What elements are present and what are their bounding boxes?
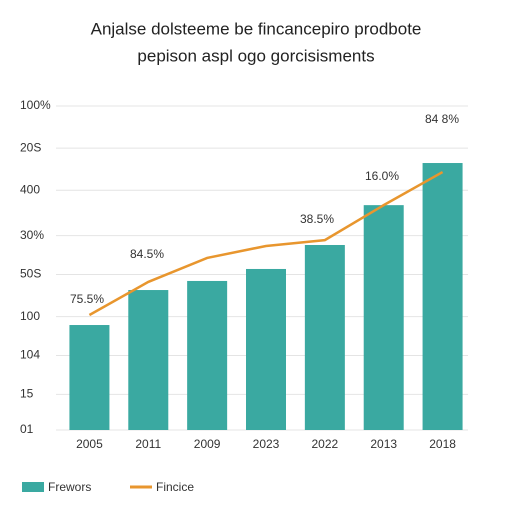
y-tick-label: 50S (20, 267, 41, 281)
y-tick-label: 20S (20, 140, 41, 154)
y-tick-label: 30% (20, 228, 44, 242)
annotation: 75.5% (70, 292, 104, 306)
bar (422, 163, 463, 431)
x-tick-label: 2013 (370, 437, 397, 451)
bar (304, 244, 345, 430)
y-tick-label: 100 (20, 309, 40, 323)
annotation: 38.5% (300, 212, 334, 226)
y-tick-label: 01 (20, 422, 34, 436)
y-tick-label: 100% (20, 98, 51, 112)
bar (69, 325, 110, 430)
legend-label: Fincice (156, 480, 194, 494)
bar (246, 268, 286, 430)
y-tick-label: 104 (20, 348, 40, 362)
x-tick-label: 2018 (429, 437, 456, 451)
chart-subtitle: pepison aspl ogo gorcisisments (137, 46, 374, 65)
y-tick-label: 400 (20, 182, 40, 196)
annotation: 16.0% (365, 169, 399, 183)
x-tick-label: 2022 (312, 437, 339, 451)
bar (187, 280, 228, 430)
annotation: 84 8% (425, 112, 459, 126)
line (88, 171, 444, 317)
x-tick-label: 2009 (194, 437, 221, 451)
chart-title: Anjalse dolsteeme be fincancepiro prodbo… (91, 19, 422, 38)
x-tick-label: 2011 (135, 437, 161, 451)
x-tick-label: 2005 (76, 437, 103, 451)
bar (128, 290, 169, 430)
y-tick-label: 15 (20, 387, 34, 401)
annotation: 84.5% (130, 247, 164, 261)
bar (363, 205, 404, 430)
legend-label: Frewors (48, 480, 91, 494)
x-tick-label: 2023 (253, 437, 280, 451)
legend-swatch (22, 482, 44, 492)
